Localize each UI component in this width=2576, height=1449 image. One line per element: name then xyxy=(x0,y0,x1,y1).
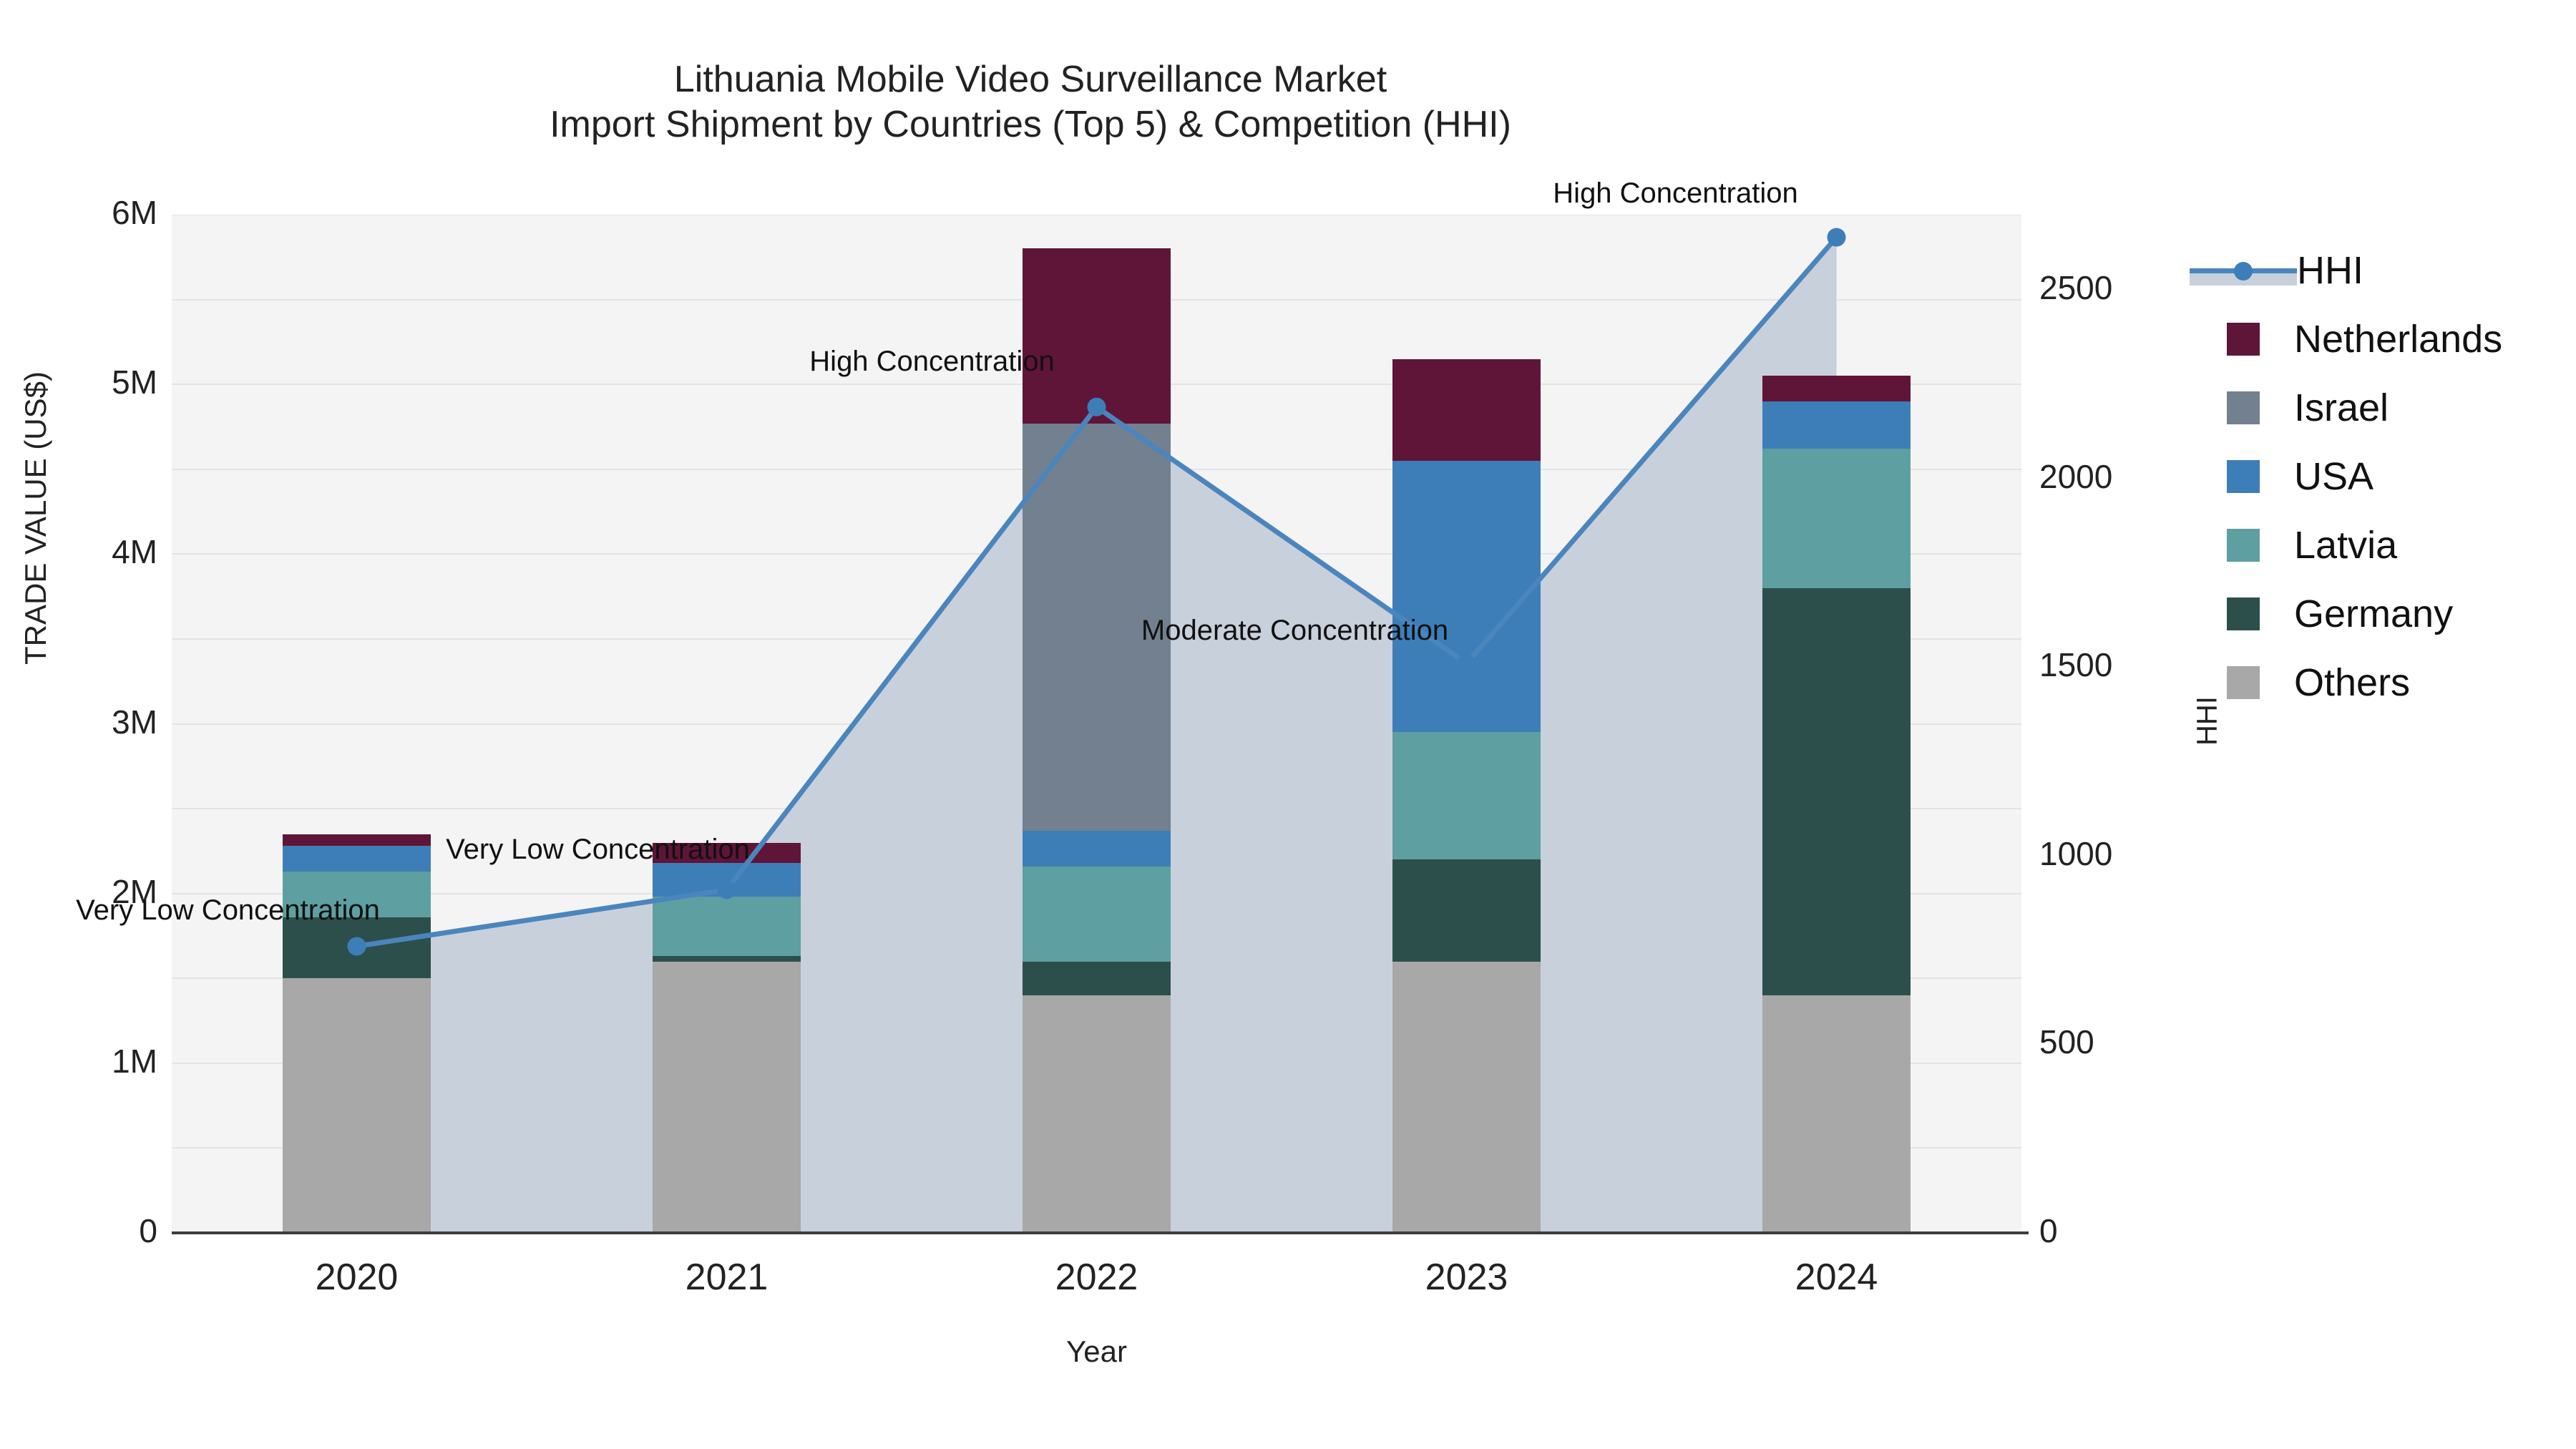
bar-segment-germany[interactable] xyxy=(1023,961,1171,995)
chart-legend: HHI Netherlands Israel USA Latvia Germany Othe… xyxy=(2190,236,2562,717)
y-tick-right-1500: 1500 xyxy=(2039,646,2113,684)
bar-segment-netherlands[interactable] xyxy=(653,842,801,863)
bar-segment-latvia[interactable] xyxy=(1762,449,1911,588)
x-tick-2022: 2022 xyxy=(1055,1257,1138,1298)
bar-stack-2023[interactable] xyxy=(1392,215,1541,1233)
hhi-point-2023[interactable] xyxy=(1457,654,1476,673)
y-tick-left-6M: 6M xyxy=(112,194,157,231)
bar-segment-others[interactable] xyxy=(1023,995,1171,1233)
bar-segment-germany[interactable] xyxy=(1762,587,1911,995)
plot-area xyxy=(172,215,2021,1233)
legend-swatch-usa xyxy=(2227,460,2260,493)
annotation-2022: High Concentration xyxy=(809,345,1055,377)
legend-item-israel[interactable]: Israel xyxy=(2190,374,2562,442)
y-tick-right-1000: 1000 xyxy=(2039,834,2113,872)
chart-title-line-2: Import Shipment by Countries (Top 5) & C… xyxy=(550,104,1511,146)
legend-swatch-others xyxy=(2227,666,2260,699)
legend-label-hhi: HHI xyxy=(2297,249,2363,292)
legend-item-netherlands[interactable]: Netherlands xyxy=(2190,305,2562,374)
y-tick-left-4M: 4M xyxy=(112,533,157,571)
bar-segment-germany[interactable] xyxy=(1392,859,1541,962)
legend-line-marker-icon xyxy=(2190,254,2297,287)
hhi-point-2021[interactable] xyxy=(717,880,736,899)
legend-swatch-latvia xyxy=(2227,529,2260,562)
hhi-line[interactable] xyxy=(172,215,2021,1233)
legend-line-dot xyxy=(2234,262,2253,280)
y-tick-left-0: 0 xyxy=(139,1212,157,1249)
x-tick-2021: 2021 xyxy=(685,1257,769,1298)
y-tick-right-0: 0 xyxy=(2039,1212,2058,1249)
legend-label-others: Others xyxy=(2294,661,2411,704)
legend-swatch-israel xyxy=(2227,391,2260,424)
bar-segment-latvia[interactable] xyxy=(1392,732,1541,860)
bar-segment-usa[interactable] xyxy=(1762,401,1911,449)
bar-segment-germany[interactable] xyxy=(653,956,801,962)
annotation-2024: High Concentration xyxy=(1553,177,1798,209)
bar-segment-netherlands[interactable] xyxy=(1762,376,1911,401)
bar-segment-others[interactable] xyxy=(1392,961,1541,1233)
legend-label-germany: Germany xyxy=(2294,592,2454,635)
legend-label-latvia: Latvia xyxy=(2294,524,2398,567)
bar-segment-others[interactable] xyxy=(283,978,431,1233)
y-tick-right-500: 500 xyxy=(2039,1023,2094,1061)
legend-swatch-netherlands xyxy=(2227,323,2260,356)
y-tick-right-2000: 2000 xyxy=(2039,457,2113,495)
annotation-2020: Very Low Concentration xyxy=(76,894,380,927)
hhi-point-2020[interactable] xyxy=(347,937,366,956)
bar-segment-israel[interactable] xyxy=(1023,423,1171,831)
x-axis-title: Year xyxy=(1066,1335,1127,1368)
y-tick-left-3M: 3M xyxy=(112,703,157,741)
bar-segment-usa[interactable] xyxy=(283,846,431,872)
x-tick-2020: 2020 xyxy=(315,1257,399,1298)
y-tick-right-2500: 2500 xyxy=(2039,269,2113,307)
bar-segment-latvia[interactable] xyxy=(1023,866,1171,962)
chart-title: Lithuania Mobile Video Surveillance Mark… xyxy=(0,57,2061,148)
legend-item-germany[interactable]: Germany xyxy=(2190,580,2562,648)
annotation-2021: Very Low Concentration xyxy=(446,834,750,866)
legend-item-others[interactable]: Others xyxy=(2190,648,2562,717)
y-axis-left-title: TRADE VALUE (US$) xyxy=(19,371,52,665)
bar-segment-latvia[interactable] xyxy=(653,897,801,957)
y-tick-left-2M: 2M xyxy=(112,872,157,910)
y-tick-left-5M: 5M xyxy=(112,364,157,401)
legend-label-usa: USA xyxy=(2294,455,2374,498)
hhi-point-2022[interactable] xyxy=(1087,397,1106,416)
legend-label-netherlands: Netherlands xyxy=(2294,318,2503,361)
bar-segment-others[interactable] xyxy=(1762,995,1911,1233)
bar-segment-netherlands[interactable] xyxy=(283,834,431,847)
x-axis-line xyxy=(172,1231,2029,1234)
x-tick-2023: 2023 xyxy=(1425,1257,1508,1298)
bar-segment-latvia[interactable] xyxy=(283,871,431,917)
legend-item-usa[interactable]: USA xyxy=(2190,442,2562,511)
bar-segment-others[interactable] xyxy=(653,961,801,1233)
legend-label-israel: Israel xyxy=(2294,386,2389,429)
bar-segment-netherlands[interactable] xyxy=(1392,358,1541,461)
legend-item-latvia[interactable]: Latvia xyxy=(2190,511,2562,580)
bar-segment-netherlands[interactable] xyxy=(1023,248,1171,424)
legend-swatch-germany xyxy=(2227,597,2260,630)
bar-stack-2024[interactable] xyxy=(1762,215,1911,1233)
chart-title-line-1: Lithuania Mobile Video Surveillance Mark… xyxy=(673,59,1387,100)
legend-item-hhi[interactable]: HHI xyxy=(2190,236,2562,305)
hhi-point-2024[interactable] xyxy=(1827,228,1846,247)
x-tick-2024: 2024 xyxy=(1795,1257,1878,1298)
bar-segment-usa[interactable] xyxy=(1392,460,1541,733)
bar-segment-usa[interactable] xyxy=(1023,830,1171,867)
bar-stack-2020[interactable] xyxy=(283,215,431,1233)
bar-stack-2022[interactable] xyxy=(1023,215,1171,1233)
annotation-2023: Moderate Concentration xyxy=(1141,615,1449,647)
y-tick-left-1M: 1M xyxy=(112,1042,157,1080)
